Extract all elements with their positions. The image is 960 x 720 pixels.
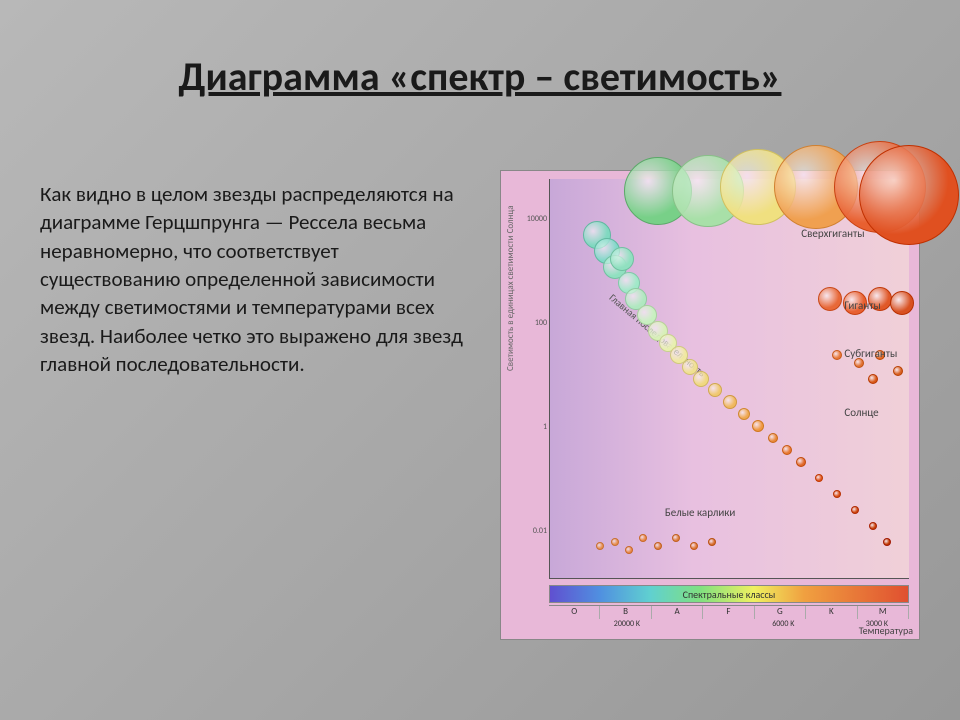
star-point: [596, 542, 604, 550]
star-point: [708, 383, 722, 397]
spectral-class-row: OBAFGKM: [549, 605, 909, 619]
group-label-subgiants: Субгиганты: [844, 347, 897, 360]
spectral-class-cell: G: [755, 606, 806, 619]
star-point: [869, 522, 877, 530]
star-point: [851, 506, 859, 514]
star-point: [672, 534, 680, 542]
slide-body-text: Как видно в целом звезды распределяются …: [40, 180, 470, 378]
temp-tick: 6000 K: [772, 619, 794, 629]
group-label-sun: Солнце: [844, 406, 878, 419]
y-axis-label: Светимость в единицах светимости Солнца: [505, 205, 516, 371]
x-axis-label: Температура: [859, 624, 913, 637]
spectral-class-cell: A: [652, 606, 703, 619]
star-point: [690, 542, 698, 550]
star-point: [815, 474, 823, 482]
star-point: [625, 546, 633, 554]
star-point: [890, 291, 914, 315]
star-point: [868, 374, 878, 384]
star-point: [693, 371, 709, 387]
spectral-class-cell: O: [549, 606, 600, 619]
y-tick: 10000: [521, 214, 547, 224]
group-label-white_dwarfs: Белые карлики: [665, 506, 735, 519]
spectral-class-cell: B: [600, 606, 651, 619]
star-point: [611, 538, 619, 546]
star-point: [883, 538, 891, 546]
spectral-class-cell: M: [858, 606, 909, 619]
spectral-class-cell: K: [806, 606, 857, 619]
group-label-supergiants: Сверхгиганты: [801, 227, 864, 240]
temp-tick: 20000 K: [614, 619, 640, 629]
star-point: [796, 457, 806, 467]
star-point: [818, 287, 842, 311]
star-point: [610, 247, 634, 271]
group-label-giants: Гиганты: [844, 299, 880, 312]
star-point: [893, 366, 903, 376]
temperature-row: 20000 K6000 K3000 K: [549, 619, 909, 633]
star-point: [859, 145, 959, 245]
y-tick: 1: [521, 422, 547, 432]
plot-area: Главная последовательность СверхгигантыГ…: [549, 179, 909, 579]
slide-title: Диаграмма «спектр – светимость»: [0, 52, 960, 101]
star-point: [833, 490, 841, 498]
spectral-bar: Спектральные классы: [549, 585, 909, 603]
spectral-class-cell: F: [703, 606, 754, 619]
hr-diagram: Светимость в единицах светимости Солнца …: [500, 170, 920, 640]
y-tick: 0.01: [521, 526, 547, 536]
star-point: [782, 445, 792, 455]
star-point: [654, 542, 662, 550]
star-point: [708, 538, 716, 546]
star-point: [752, 420, 764, 432]
star-point: [723, 395, 737, 409]
star-point: [832, 350, 842, 360]
star-point: [639, 534, 647, 542]
star-point: [738, 408, 750, 420]
spectral-bar-label: Спектральные классы: [550, 588, 908, 601]
y-tick: 100: [521, 318, 547, 328]
star-point: [768, 433, 778, 443]
